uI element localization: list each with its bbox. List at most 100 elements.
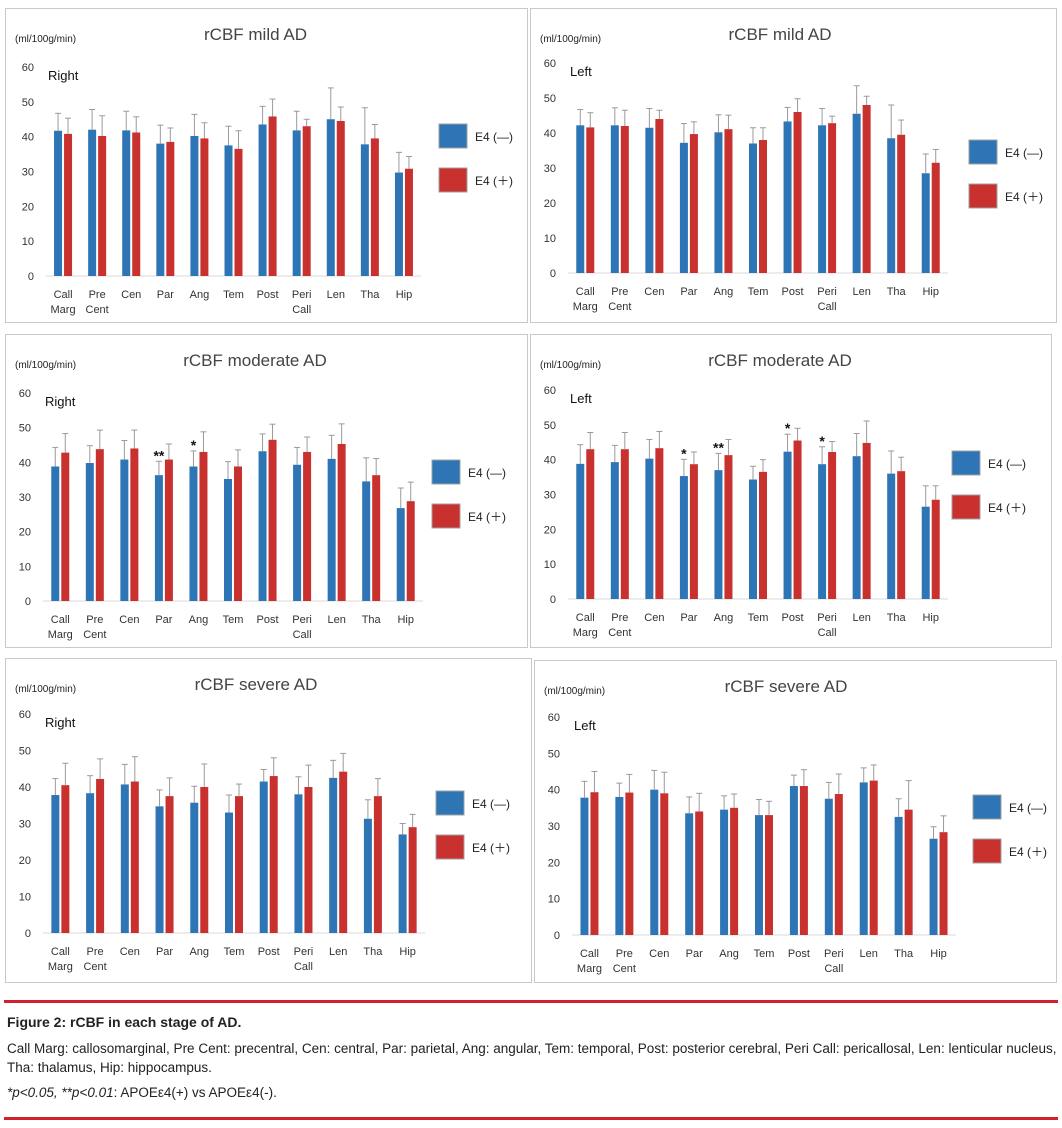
bar-e4-positive [730, 807, 739, 935]
bar-e4-negative [818, 125, 827, 273]
y-tick-label: 40 [19, 457, 31, 469]
bar-e4-positive [759, 471, 767, 599]
chart-svg: (ml/100g/min) rCBF moderate AD Left 0 10 20 30… [540, 351, 1026, 639]
bar-e4-positive [336, 120, 345, 276]
bar-e4-positive [132, 132, 141, 276]
legend-swatch-e4-negative [951, 450, 981, 476]
bar-e4-negative [818, 464, 827, 599]
x-tick-label: Len [852, 612, 870, 624]
significance-marker: * [191, 437, 197, 453]
x-tick-label: Hip [399, 946, 416, 958]
x-tick-label: Peri [817, 612, 837, 624]
x-tick-label: Tem [223, 614, 244, 626]
bar-e4-positive [590, 792, 599, 935]
x-tick-label: Peri [817, 286, 837, 298]
x-tick-label: Marg [48, 629, 73, 641]
bar-e4-negative [610, 462, 619, 599]
y-unit-label: (ml/100g/min) [540, 34, 601, 45]
bar-e4-positive [304, 787, 313, 933]
bar-e4-positive [337, 443, 346, 601]
x-tick-label: Call [576, 612, 595, 624]
y-tick-label: 40 [544, 128, 556, 140]
chart-panel-severe-left: (ml/100g/min) rCBF severe AD Left 0 10 20 30 40… [534, 660, 1057, 983]
bar-e4-positive [64, 133, 73, 276]
bar-e4-negative [720, 809, 729, 935]
y-tick-label: 20 [544, 198, 556, 210]
bar-e4-positive [931, 499, 940, 599]
legend-label-e4-positive: E4 (＋) [472, 841, 510, 855]
x-tick-label: Par [155, 614, 172, 626]
bar-e4-negative [120, 784, 129, 933]
bar-e4-positive [586, 449, 595, 599]
bar-e4-positive [234, 148, 243, 276]
x-tick-label: Len [860, 948, 878, 960]
x-tick-label: Ang [189, 946, 209, 958]
bar-e4-negative [258, 124, 267, 276]
x-tick-label: Pre [86, 614, 103, 626]
bar-e4-negative [190, 802, 199, 933]
x-tick-label: Call [54, 289, 73, 301]
bar-e4-positive [200, 138, 209, 276]
bar-e4-positive [98, 135, 107, 276]
bar-e4-positive [897, 134, 906, 273]
x-tick-label: Par [680, 612, 697, 624]
x-tick-label: Ang [719, 948, 739, 960]
y-tick-label: 50 [544, 420, 556, 432]
y-tick-label: 50 [544, 93, 556, 105]
bar-e4-positive [166, 141, 175, 276]
significance-marker: ** [713, 439, 724, 455]
legend-label-e4-positive: E4 (＋) [1009, 845, 1047, 859]
x-tick-label: Call [576, 286, 595, 298]
bar-e4-positive [61, 452, 70, 601]
bar-e4-negative [650, 789, 659, 935]
bar-e4-negative [224, 478, 232, 601]
bar-e4-positive [620, 449, 629, 599]
x-tick-label: Marg [51, 304, 76, 316]
caption-abbreviations: Call Marg: callosomarginal, Pre Cent: pr… [7, 1041, 1057, 1075]
x-tick-label: Hip [922, 612, 939, 624]
y-tick-label: 10 [544, 233, 556, 245]
y-tick-label: 50 [19, 423, 31, 435]
x-tick-label: Cen [649, 948, 669, 960]
y-unit-label: (ml/100g/min) [15, 684, 76, 695]
chart-svg: (ml/100g/min) rCBF moderate AD Right 0 10 20 3… [15, 351, 506, 641]
y-tick-label: 50 [548, 748, 560, 760]
legend-label-e4-positive: E4 (＋) [468, 510, 506, 524]
bar-e4-negative [576, 463, 585, 599]
y-tick-label: 10 [548, 894, 560, 906]
y-tick-label: 60 [19, 388, 31, 400]
legend-label-e4-negative: E4 (—) [475, 130, 513, 144]
bar-e4-negative [859, 782, 868, 935]
y-tick-label: 60 [544, 385, 556, 397]
legend-swatch-e4-positive [968, 183, 998, 209]
x-tick-label: Call [292, 304, 311, 316]
legend-label-e4-negative: E4 (—) [468, 466, 506, 480]
x-tick-label: Tha [362, 614, 382, 626]
x-tick-label: Tha [894, 948, 914, 960]
x-tick-label: Tem [223, 289, 244, 301]
bar-e4-positive [655, 119, 664, 273]
bar-e4-negative [120, 459, 129, 601]
y-tick-label: 40 [548, 785, 560, 797]
bar-e4-negative [258, 451, 267, 601]
legend-label-e4-positive: E4 (＋) [475, 174, 513, 188]
y-tick-label: 60 [19, 709, 31, 721]
chart-svg: (ml/100g/min) rCBF mild AD Right 0 10 20 30 40 5… [15, 25, 513, 316]
y-tick-label: 60 [548, 712, 560, 724]
x-tick-label: Pre [616, 948, 633, 960]
legend-swatch-e4-negative [435, 790, 465, 816]
bar-e4-positive [793, 440, 802, 599]
bar-e4-negative [576, 125, 585, 273]
y-tick-label: 0 [550, 594, 556, 606]
bar-e4-positive [931, 162, 940, 273]
x-tick-label: Call [51, 614, 70, 626]
y-tick-label: 0 [550, 268, 556, 280]
y-tick-label: 20 [22, 201, 34, 213]
bar-e4-positive [372, 475, 381, 601]
x-tick-label: Cen [644, 612, 664, 624]
bar-e4-positive [268, 116, 277, 276]
bar-e4-positive [269, 776, 278, 933]
y-unit-label: (ml/100g/min) [544, 686, 605, 697]
chart-svg: (ml/100g/min) rCBF mild AD Left 0 10 20 30 40 50… [540, 25, 1043, 313]
x-tick-label: Marg [577, 963, 602, 975]
